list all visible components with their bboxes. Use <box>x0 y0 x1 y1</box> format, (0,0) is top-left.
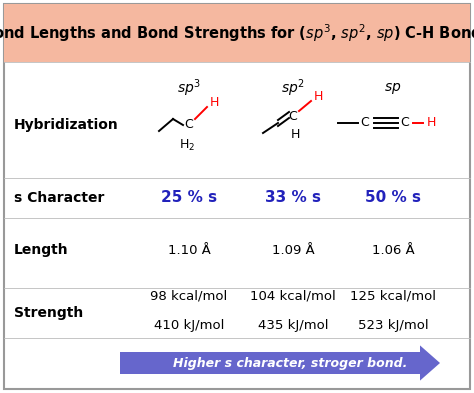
Text: C: C <box>185 118 193 130</box>
Text: Hybridization: Hybridization <box>14 118 119 132</box>
Text: 125 kcal/mol: 125 kcal/mol <box>350 290 436 303</box>
Text: 435 kJ/mol: 435 kJ/mol <box>258 318 328 332</box>
Text: 33 % s: 33 % s <box>265 191 321 206</box>
Text: C: C <box>401 116 410 130</box>
Bar <box>4 4 470 62</box>
Text: s Character: s Character <box>14 191 105 205</box>
Text: C: C <box>289 110 297 123</box>
Text: $\mathit{sp}^3$: $\mathit{sp}^3$ <box>177 77 201 99</box>
Text: 523 kJ/mol: 523 kJ/mol <box>358 318 428 332</box>
Text: $\mathit{sp}^2$: $\mathit{sp}^2$ <box>281 77 305 99</box>
Text: H: H <box>290 129 300 141</box>
Text: Strength: Strength <box>14 306 83 320</box>
Text: 50 % s: 50 % s <box>365 191 421 206</box>
Text: 410 kJ/mol: 410 kJ/mol <box>154 318 224 332</box>
Text: Length: Length <box>14 243 69 257</box>
Text: 1.06 Å: 1.06 Å <box>372 244 414 257</box>
Text: Bond Lengths and Bond Strengths for ($\mathit{sp}^3$, $\mathit{sp}^2$, $\mathit{: Bond Lengths and Bond Strengths for ($\m… <box>0 22 474 44</box>
FancyArrow shape <box>120 345 440 380</box>
Text: H: H <box>426 116 436 130</box>
Text: H: H <box>210 97 219 110</box>
Text: Higher s character, stroger bond.: Higher s character, stroger bond. <box>173 356 407 369</box>
Text: 25 % s: 25 % s <box>161 191 217 206</box>
Text: 1.10 Å: 1.10 Å <box>168 244 210 257</box>
Text: H$_2$: H$_2$ <box>179 138 195 152</box>
Text: $\mathit{sp}$: $\mathit{sp}$ <box>384 81 401 95</box>
Text: C: C <box>361 116 369 130</box>
Text: 98 kcal/mol: 98 kcal/mol <box>150 290 228 303</box>
Text: 1.09 Å: 1.09 Å <box>272 244 314 257</box>
Text: 104 kcal/mol: 104 kcal/mol <box>250 290 336 303</box>
Text: H: H <box>313 90 323 103</box>
